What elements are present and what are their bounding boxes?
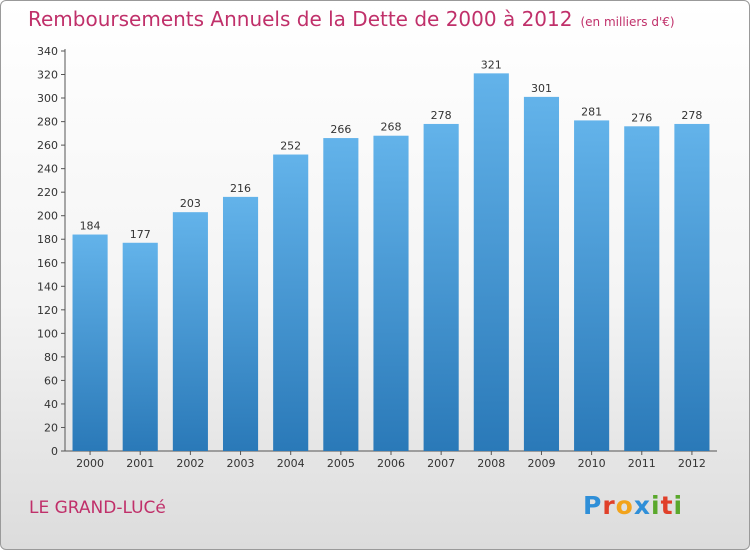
data-label: 278 — [681, 109, 702, 122]
x-tick-label: 2005 — [327, 457, 355, 470]
x-tick-label: 2008 — [477, 457, 505, 470]
y-tick-label: 240 — [37, 163, 58, 176]
y-tick-label: 200 — [37, 210, 58, 223]
data-label: 216 — [230, 182, 251, 195]
bar — [323, 138, 359, 451]
data-label: 184 — [80, 220, 101, 233]
chart-title: Remboursements Annuels de la Dette de 20… — [28, 7, 675, 31]
data-label: 281 — [581, 105, 602, 118]
data-label: 252 — [280, 140, 301, 153]
data-label: 268 — [381, 121, 402, 134]
y-tick-label: 300 — [37, 92, 58, 105]
bar — [373, 135, 409, 452]
bar — [473, 73, 509, 452]
proxiti-logo: Proxiti — [583, 491, 683, 520]
y-tick-label: 0 — [51, 445, 58, 458]
y-tick-label: 80 — [44, 351, 58, 364]
bar — [523, 96, 560, 451]
bar — [624, 126, 660, 451]
logo-letter: o — [615, 491, 634, 520]
data-label: 278 — [431, 109, 452, 122]
x-tick-label: 2000 — [76, 457, 104, 470]
logo-letter: i — [673, 491, 684, 520]
x-tick-label: 2012 — [678, 457, 706, 470]
x-tick-label: 2001 — [126, 457, 154, 470]
x-tick-label: 2006 — [377, 457, 405, 470]
bar — [423, 123, 459, 452]
data-label: 301 — [531, 82, 552, 95]
y-tick-label: 20 — [44, 421, 58, 434]
data-label: 276 — [631, 111, 652, 124]
bar — [122, 242, 158, 451]
x-tick-label: 2002 — [176, 457, 204, 470]
logo-letter: t — [660, 491, 674, 520]
x-tick-label: 2004 — [277, 457, 305, 470]
y-tick-label: 180 — [37, 233, 58, 246]
y-tick-label: 220 — [37, 186, 58, 199]
y-tick-label: 100 — [37, 327, 58, 340]
bar — [222, 196, 259, 451]
bar — [674, 123, 710, 452]
bar — [273, 154, 309, 451]
y-tick-label: 260 — [37, 139, 58, 152]
municipality-name: LE GRAND-LUCé — [29, 498, 166, 518]
y-tick-label: 40 — [44, 398, 58, 411]
y-tick-label: 120 — [37, 304, 58, 317]
bar — [72, 234, 108, 451]
x-tick-label: 2009 — [527, 457, 555, 470]
bar — [574, 120, 610, 451]
y-tick-label: 280 — [37, 116, 58, 129]
x-tick-label: 2010 — [578, 457, 606, 470]
logo-letter: P — [583, 491, 603, 520]
bar — [172, 212, 208, 451]
logo-letter: r — [602, 491, 616, 520]
data-label: 177 — [130, 228, 151, 241]
y-tick-label: 140 — [37, 280, 58, 293]
x-tick-label: 2007 — [427, 457, 455, 470]
title-text: Remboursements Annuels de la Dette de 20… — [28, 7, 573, 31]
logo-letter: i — [651, 491, 661, 520]
data-label: 266 — [330, 123, 351, 136]
x-tick-label: 2011 — [628, 457, 656, 470]
data-label: 321 — [481, 58, 502, 71]
y-tick-label: 60 — [44, 374, 58, 387]
x-tick-label: 2003 — [227, 457, 255, 470]
logo-letter: x — [633, 491, 651, 520]
y-tick-label: 340 — [37, 45, 58, 58]
y-tick-label: 160 — [37, 257, 58, 270]
y-tick-label: 320 — [37, 69, 58, 82]
data-label: 203 — [180, 197, 201, 210]
unit-subtitle: (en milliers d'€) — [580, 15, 675, 29]
